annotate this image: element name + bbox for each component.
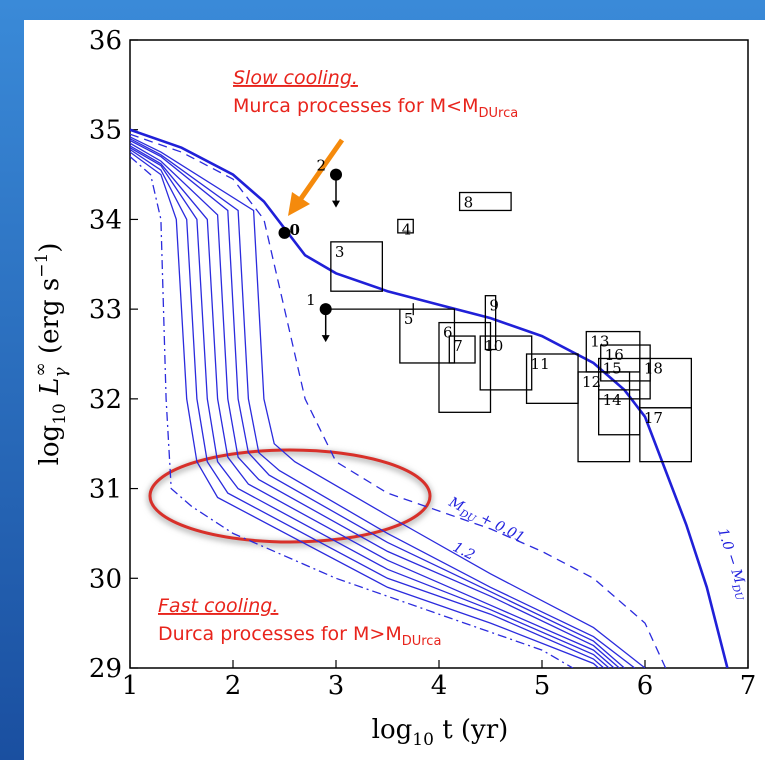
y-tick-label: 32 [89,385,122,415]
annotation-text: Fast cooling. [158,595,278,617]
curve-label-text: M [445,494,467,516]
observation-box [330,241,384,292]
box-label: 15 [603,359,622,377]
observation-box [600,344,651,382]
y-axis-label: log10 Lγ∞ (erg s−1) [31,243,71,466]
x-tick-label: 6 [637,671,654,701]
observation-box [585,330,641,373]
annotation-text: Murca processes for M<M [233,95,478,117]
y-tick-label: 33 [89,295,122,325]
cooling-curve [130,128,729,668]
box-label: 11 [531,355,550,373]
y-tick-label: 36 [89,26,122,56]
observation-point [330,168,342,181]
annotation: Murca processes for M<MDUrca [233,95,518,121]
box-label: 6 [443,324,453,342]
box-label: 13 [590,333,609,351]
annotation-heading: Slow cooling. [233,67,358,89]
curve-label: 1.0 − MDU [711,526,752,602]
observation-box [479,335,533,391]
x-tick-label: 4 [431,671,448,701]
cooling-curve [130,156,574,668]
point-label: 1 [306,291,316,309]
box-label: 5 [404,310,414,328]
x-label-part: t (yr) [434,715,508,745]
curve-label-sub: DU [729,582,745,603]
y-tick-label: 30 [89,564,122,594]
observation-point [319,303,332,316]
upper-limit-head [332,200,340,208]
box-label: 12 [582,373,601,391]
box-label: 7 [453,337,463,355]
observation-point [278,226,291,239]
cooling-curve [130,145,615,668]
arrow-head [288,192,310,216]
cooling-curve [130,138,636,668]
y-tick-label: 31 [89,475,122,505]
y-tick-label: 34 [89,205,122,235]
x-tick-label: 7 [740,671,757,701]
annotation-sub: DUrca [402,634,442,649]
curve-label-rest: + 0.01 [474,508,527,546]
x-tick-label: 3 [328,671,345,701]
x-label-part: 10 [412,730,434,750]
x-tick-label: 5 [534,671,551,701]
x-tick-label: 2 [225,671,242,701]
cooling-curve [130,139,625,668]
box-label: 18 [644,359,663,377]
upper-limit-head [321,335,330,343]
y-label-part: ) [35,243,65,253]
box-label: 4 [402,220,412,238]
observation-box [438,321,492,413]
y-tick-label: 35 [89,116,122,146]
observation-box [458,191,512,212]
observation-box [639,357,692,409]
y-label-part: log [35,425,65,466]
x-axis-label: log10 t (yr) [372,715,509,750]
observation-box [397,218,414,234]
observation-box [448,335,476,364]
cooling-curve [130,151,600,668]
cooling-curve [130,147,610,668]
cooling-curve [130,142,620,668]
y-label-part: (erg s [35,278,65,362]
annotation-heading: Fast cooling. [158,595,278,617]
cooling-curve [130,133,667,668]
box-label: 14 [603,391,622,409]
annotation-text: Durca processes for M>M [158,623,402,645]
box-label: 8 [464,194,474,212]
highlight-ellipse [148,448,432,544]
observation-box [484,295,497,351]
panel [24,20,765,760]
curve-label: 1.2 [450,539,477,563]
curve-label-text: 1.2 [450,539,477,563]
y-label-part: 10 [50,403,70,425]
curve-label-text: 1.0 − M [714,526,747,586]
y-label-part: ∞ [31,362,51,376]
x-label-part: log [372,715,413,745]
annotation-sub: DUrca [478,106,518,121]
point-label: 2 [316,157,326,175]
annotation: Durca processes for M>MDUrca [158,623,441,649]
box-label: 10 [484,337,503,355]
y-tick-label: 29 [89,654,122,684]
y-label-part: −1 [32,253,52,278]
x-tick-label: 1 [122,671,139,701]
annotation-text: Slow cooling. [233,67,358,89]
point-label: 0 [290,221,300,239]
box-label: 3 [335,243,345,261]
arrow-shaft [297,138,345,202]
box-label: 9 [489,297,499,315]
box-label: 16 [605,346,624,364]
cooling-curve [130,136,646,668]
y-label-part: L [35,378,65,404]
cooling-curve [130,148,605,668]
box-label: 17 [644,409,663,427]
y-label-part: γ [51,367,71,378]
